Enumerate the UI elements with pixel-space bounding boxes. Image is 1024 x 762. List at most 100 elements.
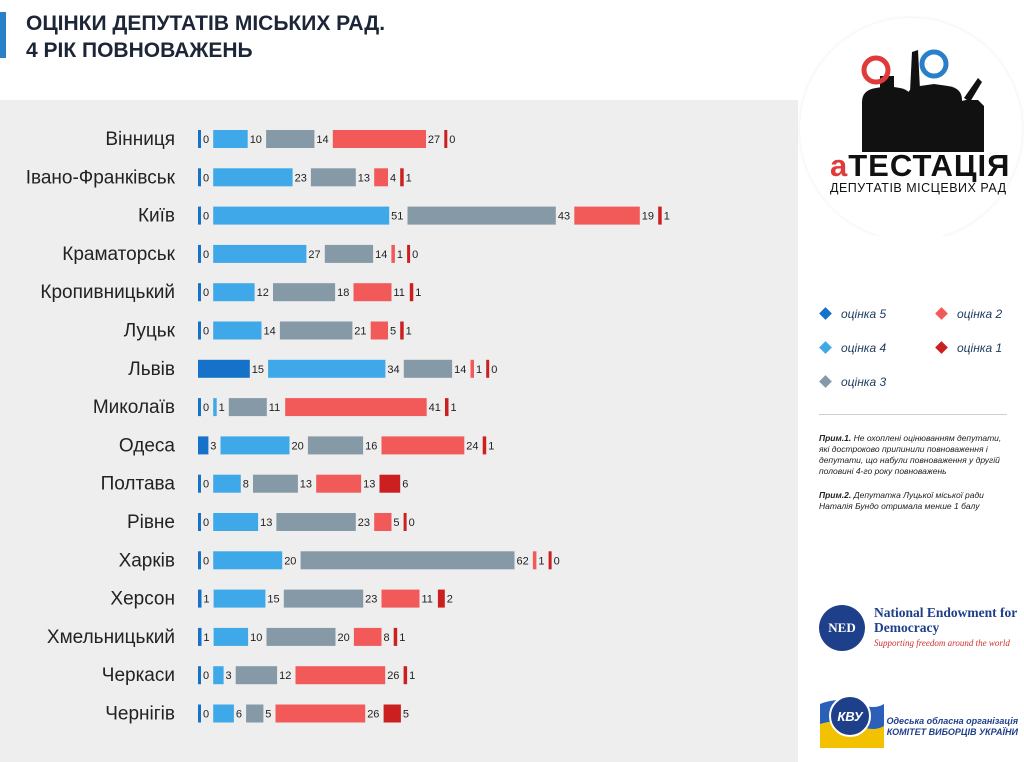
bar-value-label: 1 xyxy=(488,440,494,452)
bar-value-label: 0 xyxy=(203,517,209,529)
bar-segment-оцінка-5 xyxy=(198,551,201,570)
category-label: Луцьк xyxy=(124,321,176,342)
legend-diamond-icon xyxy=(935,341,948,354)
category-label: Херсон xyxy=(110,589,175,610)
category-label: Миколаїв xyxy=(93,397,175,418)
bar-value-label: 0 xyxy=(203,287,209,299)
bar-value-label: 15 xyxy=(267,594,279,606)
bar-segment-оцінка-3 xyxy=(266,130,315,148)
bar-value-label: 0 xyxy=(449,134,455,146)
bar-segment-оцінка-4 xyxy=(213,283,255,302)
bar-value-label: 1 xyxy=(397,249,403,261)
bar-segment-оцінка-3 xyxy=(407,206,556,225)
bar-value-label: 11 xyxy=(269,402,280,414)
bar-value-label: 2 xyxy=(447,594,453,606)
bar-value-label: 27 xyxy=(428,134,440,146)
bar-value-label: 15 xyxy=(252,364,264,376)
bar-segment-оцінка-2 xyxy=(381,436,465,455)
ned-logo-initials: NED xyxy=(828,620,856,635)
ned-tagline: Supporting freedom around the world xyxy=(874,638,1010,648)
bar-segment-оцінка-2 xyxy=(316,474,362,493)
bar-value-label: 0 xyxy=(203,211,209,223)
category-label: Кропивницький xyxy=(40,282,175,303)
bar-segment-оцінка-3 xyxy=(253,474,298,493)
bar-segment-оцінка-3 xyxy=(266,627,336,646)
bar-segment-оцінка-4 xyxy=(213,398,217,417)
bar-segment-оцінка-2 xyxy=(275,704,366,723)
category-label: Київ xyxy=(138,206,175,227)
bar-value-label: 1 xyxy=(203,594,209,606)
bar-value-label: 10 xyxy=(250,632,262,644)
bar-value-label: 1 xyxy=(664,211,670,223)
bar-segment-оцінка-1 xyxy=(383,704,401,723)
bar-value-label: 62 xyxy=(517,555,529,567)
category-label: Вінниця xyxy=(105,129,175,150)
bar-value-label: 0 xyxy=(203,709,209,721)
bar-segment-оцінка-1 xyxy=(482,436,487,455)
legend-label: оцінка 5 xyxy=(841,307,887,321)
bar-value-label: 0 xyxy=(203,172,209,184)
legend-label: оцінка 2 xyxy=(957,307,1003,321)
bar-segment-оцінка-2 xyxy=(353,627,382,646)
bar-value-label: 1 xyxy=(451,402,457,414)
bar-segment-оцінка-4 xyxy=(213,168,293,187)
bar-segment-оцінка-4 xyxy=(213,589,266,608)
bar-value-label: 23 xyxy=(358,517,370,529)
bar-segment-оцінка-2 xyxy=(295,666,386,685)
bar-segment-оцінка-4 xyxy=(213,474,241,493)
note-1: Прим.1. Не охоплені оцінюванням депутати… xyxy=(819,433,1011,477)
bar-value-label: 0 xyxy=(203,479,209,491)
logo-subtitle: ДЕПУТАТІВ МІСЦЕВИХ РАД xyxy=(830,181,1007,195)
bar-value-label: 0 xyxy=(554,555,560,567)
legend-diamond-icon xyxy=(819,307,832,320)
bar-value-label: 14 xyxy=(316,134,328,146)
bar-segment-оцінка-5 xyxy=(198,130,201,148)
bar-value-label: 0 xyxy=(491,364,497,376)
bar-value-label: 4 xyxy=(390,172,396,184)
chart-background xyxy=(0,100,798,762)
legend-diamond-icon xyxy=(819,375,832,388)
bar-value-label: 1 xyxy=(406,326,412,338)
title-accent-bar xyxy=(0,12,6,58)
legend-label: оцінка 3 xyxy=(841,375,887,389)
category-label: Краматорськ xyxy=(62,244,175,265)
bar-segment-оцінка-5 xyxy=(198,283,201,302)
bar-value-label: 1 xyxy=(476,364,482,376)
bar-segment-оцінка-2 xyxy=(374,513,392,531)
bar-segment-оцінка-1 xyxy=(409,283,414,302)
bar-segment-оцінка-1 xyxy=(407,244,411,263)
bar-segment-оцінка-1 xyxy=(403,666,408,685)
legend-item-score-2: оцінка 2 xyxy=(935,307,1003,321)
legend-label: оцінка 4 xyxy=(841,341,887,355)
bar-segment-оцінка-4 xyxy=(213,244,307,263)
bar-value-label: 1 xyxy=(399,632,405,644)
bar-segment-оцінка-5 xyxy=(198,513,201,531)
ned-logo: NED xyxy=(819,605,865,651)
bar-segment-оцінка-1 xyxy=(400,321,404,340)
bar-value-label: 14 xyxy=(375,249,387,261)
bar-value-label: 0 xyxy=(203,326,209,338)
bar-value-label: 3 xyxy=(210,440,216,452)
bar-value-label: 23 xyxy=(365,594,377,606)
bar-segment-оцінка-2 xyxy=(370,321,388,340)
bar-segment-оцінка-4 xyxy=(213,551,283,570)
bar-value-label: 5 xyxy=(393,517,399,529)
bar-value-label: 1 xyxy=(409,670,415,682)
bar-value-label: 24 xyxy=(466,440,478,452)
bar-segment-оцінка-1 xyxy=(486,359,490,378)
bar-segment-оцінка-2 xyxy=(470,359,474,378)
bar-segment-оцінка-2 xyxy=(532,551,537,570)
bar-segment-оцінка-4 xyxy=(213,513,259,531)
bar-segment-оцінка-5 xyxy=(198,321,201,340)
logo-title-rest: ТЕСТАЦІЯ xyxy=(848,148,1011,183)
deputies-silhouette-icon xyxy=(861,49,984,152)
bar-value-label: 5 xyxy=(403,709,409,721)
bar-value-label: 23 xyxy=(295,172,307,184)
bar-value-label: 6 xyxy=(402,479,408,491)
category-label: Львів xyxy=(128,359,175,380)
bar-value-label: 0 xyxy=(203,134,209,146)
bar-segment-оцінка-5 xyxy=(198,704,201,723)
note-2-text: Депутатка Луцької міської ради Наталія Б… xyxy=(819,490,984,511)
bar-segment-оцінка-4 xyxy=(213,206,390,225)
